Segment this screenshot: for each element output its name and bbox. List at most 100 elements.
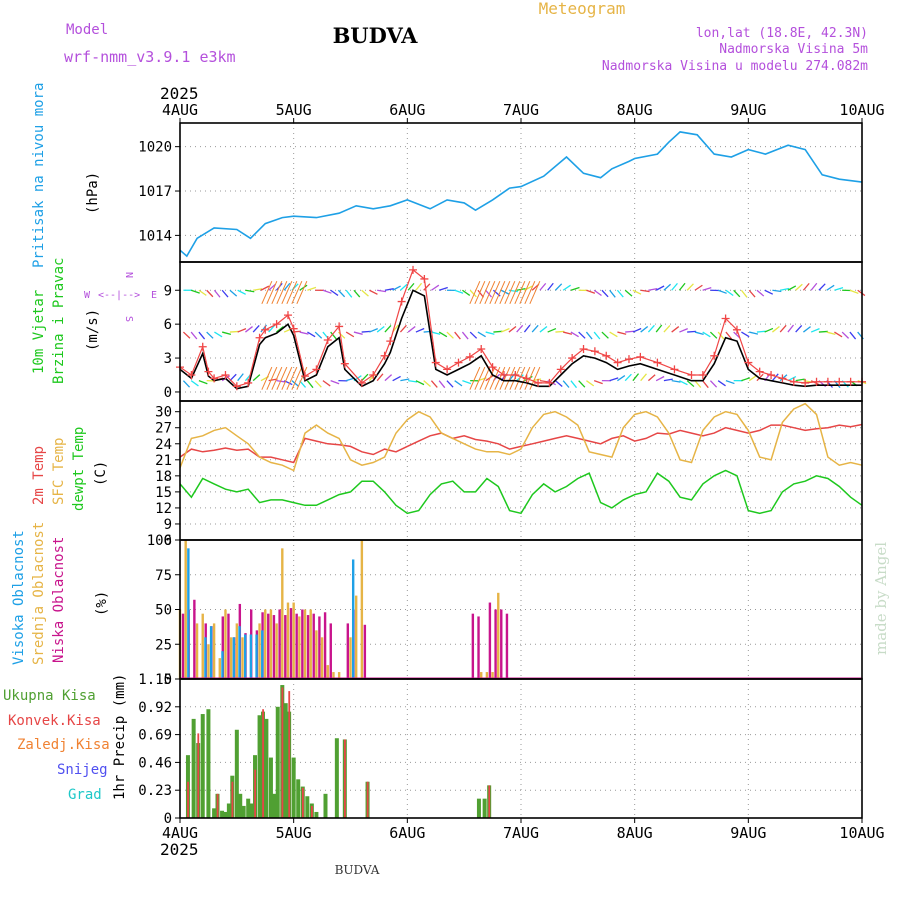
clouds-ytick-label: 25 — [155, 637, 172, 653]
precip-bar-total — [191, 718, 196, 818]
wind-direction-barb — [392, 285, 401, 291]
wind-gust-marker — [732, 325, 741, 334]
compass-s: S — [123, 316, 134, 322]
wind-direction-barb — [749, 331, 759, 335]
precip-bar-total — [249, 803, 254, 818]
cloud-bar-low — [500, 609, 503, 679]
cloud-bar-mid — [241, 637, 244, 679]
wind-hatch — [499, 366, 511, 390]
wind-direction-barb — [229, 373, 237, 382]
wind-direction-barb — [640, 373, 647, 382]
wind-direction-barb — [330, 289, 339, 296]
wind-gust-marker — [846, 377, 855, 386]
wind-gust-marker — [335, 322, 344, 331]
wind-hatch — [266, 366, 278, 390]
wind-ylabel: 10m Vjetar — [31, 290, 47, 374]
precip-ytick-label: 0.92 — [138, 700, 172, 716]
wind-direction-barb — [779, 324, 787, 333]
wind-hatch — [489, 281, 501, 305]
wind-ylabel-2: Brzina i Pravac — [51, 258, 67, 384]
elevation-label: Nadmorska Visina 5m — [719, 42, 868, 57]
clouds-ytick-label: 100 — [147, 533, 172, 549]
wind-direction-barb — [787, 285, 797, 291]
wind-direction-barb — [663, 324, 671, 333]
wind-direction-barb — [593, 331, 601, 340]
wind-direction-barb — [307, 286, 317, 291]
wind-direction-barb — [361, 330, 371, 333]
wind-hatch — [286, 281, 298, 305]
wind-gust-marker — [409, 265, 418, 274]
wind-direction-barb — [632, 327, 642, 333]
wind-direction-barb — [345, 331, 355, 338]
wind-direction-barb — [678, 282, 686, 291]
wind-direction-barb — [586, 380, 595, 387]
wind-direction-barb — [523, 324, 531, 333]
wind-direction-barb — [741, 331, 750, 338]
wind-direction-barb — [787, 324, 795, 333]
precip-ytick-label: 0.46 — [138, 755, 172, 771]
wind-hatch — [474, 281, 486, 305]
wind-direction-barb — [547, 282, 554, 291]
wind-gust-marker — [579, 345, 588, 354]
wind-gust-marker — [778, 374, 787, 383]
clouds-ytick-label: 0 — [164, 672, 172, 688]
temperature-ytick-label: 24 — [155, 437, 172, 453]
wind-direction-barb — [748, 289, 756, 298]
precip-bar-total — [264, 718, 269, 818]
wind-direction-barb — [213, 289, 221, 298]
pressure-ytick-label: 1017 — [138, 184, 172, 200]
wind-direction-barb — [214, 331, 223, 338]
wind-gust-marker — [431, 358, 440, 367]
temp-ylabel-dewpt: dewpt Temp — [71, 427, 87, 511]
temp-ylabel-sfc: SFC Temp — [51, 438, 67, 505]
wind-direction-barb — [462, 380, 472, 385]
wind-hatch — [276, 281, 288, 305]
wind-direction-barb — [609, 331, 618, 338]
wind-direction-barb — [469, 289, 477, 298]
wind-direction-barb — [407, 325, 416, 333]
wind-direction-barb — [221, 331, 232, 335]
cloud-bar-mid — [258, 623, 261, 679]
wind-direction-barb — [764, 289, 774, 295]
wind-hatch — [261, 281, 273, 305]
wind-direction-barb — [756, 373, 764, 382]
cloud-bar-high — [244, 634, 247, 679]
cloud-bar-low — [488, 602, 492, 679]
cloud-bar-high — [249, 634, 253, 679]
temperature-ytick-label: 18 — [155, 469, 172, 485]
wind-gust-marker — [397, 297, 406, 306]
cloud-bar-low — [477, 616, 480, 679]
wind-direction-barb — [616, 289, 624, 298]
wind-direction-barb — [725, 331, 733, 340]
wind-hatch — [514, 366, 526, 390]
precip-bar-total — [257, 715, 262, 818]
wind-direction-barb — [415, 380, 425, 386]
x-tick-label-top: 10AUG — [839, 101, 884, 119]
chart-title: Meteogram — [539, 0, 626, 18]
cloud-bar-high — [204, 637, 207, 679]
wind-direction-barb — [190, 289, 200, 294]
wind-direction-barb — [198, 331, 206, 340]
wind-hatch — [271, 281, 283, 305]
wind-direction-barb — [400, 378, 410, 382]
precip-bar-convective — [187, 781, 189, 818]
wind-gust-marker — [465, 352, 474, 361]
wind-direction-barb — [756, 330, 766, 333]
wind-gust-marker — [488, 363, 497, 372]
wind-gust-marker — [386, 337, 395, 346]
cloud-bar-mid — [224, 609, 227, 679]
wind-hatch — [261, 366, 273, 390]
wind-direction-barb — [562, 380, 570, 388]
cloud-bar-low — [306, 615, 310, 679]
wind-direction-barb — [686, 380, 695, 388]
model-name: wrf-nmm_v3.9.1 e3km — [64, 48, 236, 66]
wind-hatch — [474, 366, 486, 390]
marks-layer — [176, 131, 867, 818]
wind-direction-barb — [686, 283, 694, 291]
wind-gust-marker — [710, 351, 719, 360]
temp-line-dewpt — [179, 469, 863, 515]
wind-direction-barb — [694, 380, 702, 388]
wind-direction-barb — [780, 287, 790, 291]
wind-gust-marker — [380, 351, 389, 360]
wind-direction-barb — [632, 289, 642, 295]
